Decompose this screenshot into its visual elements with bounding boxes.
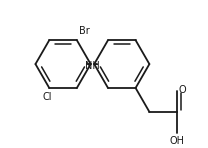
Text: NH: NH bbox=[85, 61, 100, 71]
Text: Br: Br bbox=[79, 26, 89, 36]
Text: Cl: Cl bbox=[43, 92, 52, 102]
Text: O: O bbox=[179, 85, 186, 95]
Text: OH: OH bbox=[170, 136, 184, 146]
